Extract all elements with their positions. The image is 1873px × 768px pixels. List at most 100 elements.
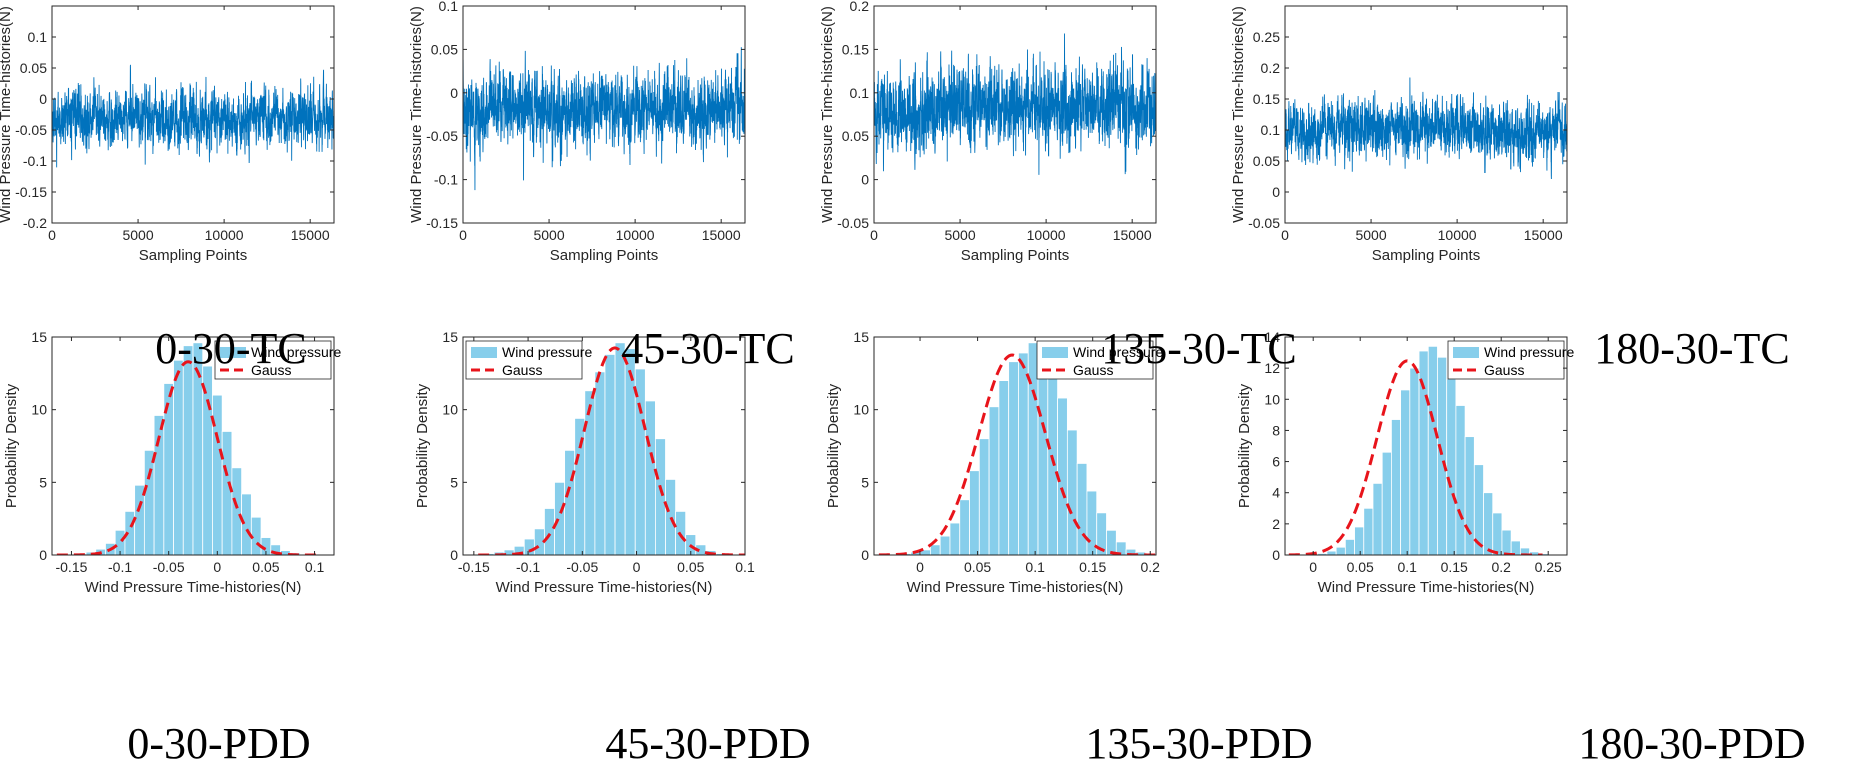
y-tick-label: 5 (861, 474, 869, 490)
histogram-bar (969, 470, 980, 555)
y-tick-label: -0.05 (837, 215, 869, 231)
caption-0-30-pdd: 0-30-PDD (127, 719, 311, 768)
x-tick-label: 0.05 (964, 559, 991, 575)
legend-swatch-bar (220, 347, 246, 358)
legend: Wind pressure Gauss (214, 340, 341, 380)
histogram-bar (1344, 539, 1355, 555)
legend-label-wind-pressure: Wind pressure (251, 344, 341, 360)
y-tick-label: 0 (861, 547, 869, 563)
histogram-bar (523, 538, 535, 555)
axes-box (462, 5, 746, 224)
y-axis-label: Probability Density (3, 383, 20, 508)
y-tick-label: 0 (39, 547, 47, 563)
histogram-bar (584, 390, 596, 555)
legend-label-gauss: Gauss (1073, 362, 1113, 378)
histogram-bar (1464, 436, 1475, 555)
histogram-bar (594, 371, 606, 555)
legend: Wind pressure Gauss (1036, 340, 1163, 380)
caption-135-30-pdd: 135-30-PDD (1085, 719, 1313, 768)
y-tick-label: 10 (1264, 391, 1280, 407)
gauss-curve (874, 353, 1156, 555)
histogram-bar (604, 354, 616, 555)
y-tick-label: 10 (31, 402, 47, 418)
histogram-bar (665, 479, 676, 555)
legend-label-gauss: Gauss (251, 362, 291, 378)
y-tick-label: 0.05 (1253, 153, 1280, 169)
y-tick-label: 0 (1272, 184, 1280, 200)
legend-swatch-bar (1042, 347, 1068, 358)
histogram-bar (231, 467, 243, 555)
histogram-bar (1018, 352, 1029, 555)
gauss-curve (56, 360, 320, 555)
y-tick-label: 0 (39, 91, 47, 107)
histogram-bar (939, 535, 951, 555)
axes-box (51, 5, 335, 224)
histogram-bar (1483, 492, 1494, 555)
caption-0-30-tc: 0-30-TC (155, 324, 307, 373)
histogram-bar (1066, 429, 1078, 555)
x-tick-label: 15000 (291, 227, 330, 243)
y-axis-label: Wind Pressure Time-histories(N) (0, 6, 14, 223)
x-axis-label: Wind Pressure Time-histories(N) (85, 579, 302, 596)
legend-label-wind-pressure: Wind pressure (1073, 344, 1163, 360)
histogram-bar (930, 544, 941, 555)
histogram-bar (988, 406, 1000, 555)
legend-label-wind-pressure: Wind pressure (502, 344, 592, 360)
caption-180-30-pdd: 180-30-PDD (1578, 719, 1806, 768)
x-tick-label: 0 (870, 227, 878, 243)
x-tick-label: 5000 (533, 227, 564, 243)
x-axis-label: Sampling Points (1372, 247, 1480, 264)
histogram-bar (270, 544, 281, 555)
legend: Wind pressure Gauss (465, 340, 592, 380)
y-tick-label: -0.05 (15, 122, 47, 138)
y-tick-label: 0.1 (850, 85, 870, 101)
y-tick-label: 2 (1272, 516, 1280, 532)
y-tick-label: -0.1 (23, 153, 47, 169)
histogram-bar (1510, 540, 1521, 555)
axes-box (1284, 5, 1568, 224)
histogram-bar (1400, 389, 1411, 555)
x-tick-label: 10000 (1438, 227, 1477, 243)
x-tick-label: 10000 (616, 227, 655, 243)
y-tick-label: 0.25 (1253, 29, 1280, 45)
x-tick-label: 0.1 (305, 559, 325, 575)
y-tick-label: 15 (31, 329, 47, 345)
y-tick-label: 0.2 (850, 0, 870, 14)
x-tick-label: 0 (48, 227, 56, 243)
x-tick-label: 0.25 (1535, 559, 1562, 575)
y-tick-label: 0.05 (842, 128, 869, 144)
x-tick-label: 10000 (205, 227, 244, 243)
histogram-bar (1037, 354, 1049, 555)
y-tick-label: -0.05 (426, 128, 458, 144)
y-tick-label: 0.05 (431, 41, 458, 57)
x-tick-label: 5000 (944, 227, 975, 243)
y-tick-label: 0.15 (842, 41, 869, 57)
x-tick-label: 15000 (1113, 227, 1152, 243)
series-line (463, 47, 745, 191)
x-tick-label: 0.15 (1079, 559, 1106, 575)
histogram-bar (1363, 507, 1374, 555)
gauss-curve (1285, 359, 1543, 555)
legend: Wind pressure Gauss (1447, 340, 1574, 380)
y-tick-label: 0.1 (439, 0, 459, 14)
histogram-bar (134, 484, 145, 555)
series-line (1285, 77, 1567, 180)
x-tick-label: -0.15 (55, 559, 87, 575)
caption-45-30-tc: 45-30-TC (621, 324, 795, 373)
y-tick-label: 10 (853, 402, 869, 418)
y-tick-label: 0.05 (20, 60, 47, 76)
histogram-bar (182, 345, 194, 555)
legend-label-wind-pressure: Wind pressure (1484, 344, 1574, 360)
x-tick-label: 5000 (122, 227, 153, 243)
y-axis-label: Probability Density (1236, 383, 1253, 508)
y-tick-label: -0.15 (426, 215, 458, 231)
chart-45-30-PDD: Wind pressure Gauss -0.15 -0.1 -0.05 0 0.05 0.1… (414, 329, 755, 596)
x-tick-label: 0 (916, 559, 924, 575)
y-tick-label: 5 (39, 474, 47, 490)
chart-0-30-PDD: Wind pressure Gauss -0.15 -0.1 -0.05 0 0.05 0.1… (3, 329, 341, 596)
x-axis-label: Sampling Points (139, 247, 247, 264)
x-tick-label: 5000 (1355, 227, 1386, 243)
y-axis-label: Wind Pressure Time-histories(N) (408, 6, 425, 223)
histogram-bar (1008, 361, 1019, 555)
histogram-bar (959, 499, 970, 555)
